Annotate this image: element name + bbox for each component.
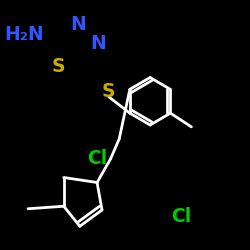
Text: N: N bbox=[71, 16, 86, 34]
Text: S: S bbox=[52, 57, 66, 76]
Text: N: N bbox=[90, 34, 106, 53]
Text: S: S bbox=[102, 82, 115, 101]
Text: Cl: Cl bbox=[171, 207, 191, 226]
Text: H₂N: H₂N bbox=[4, 26, 44, 44]
Text: Cl: Cl bbox=[87, 149, 107, 168]
